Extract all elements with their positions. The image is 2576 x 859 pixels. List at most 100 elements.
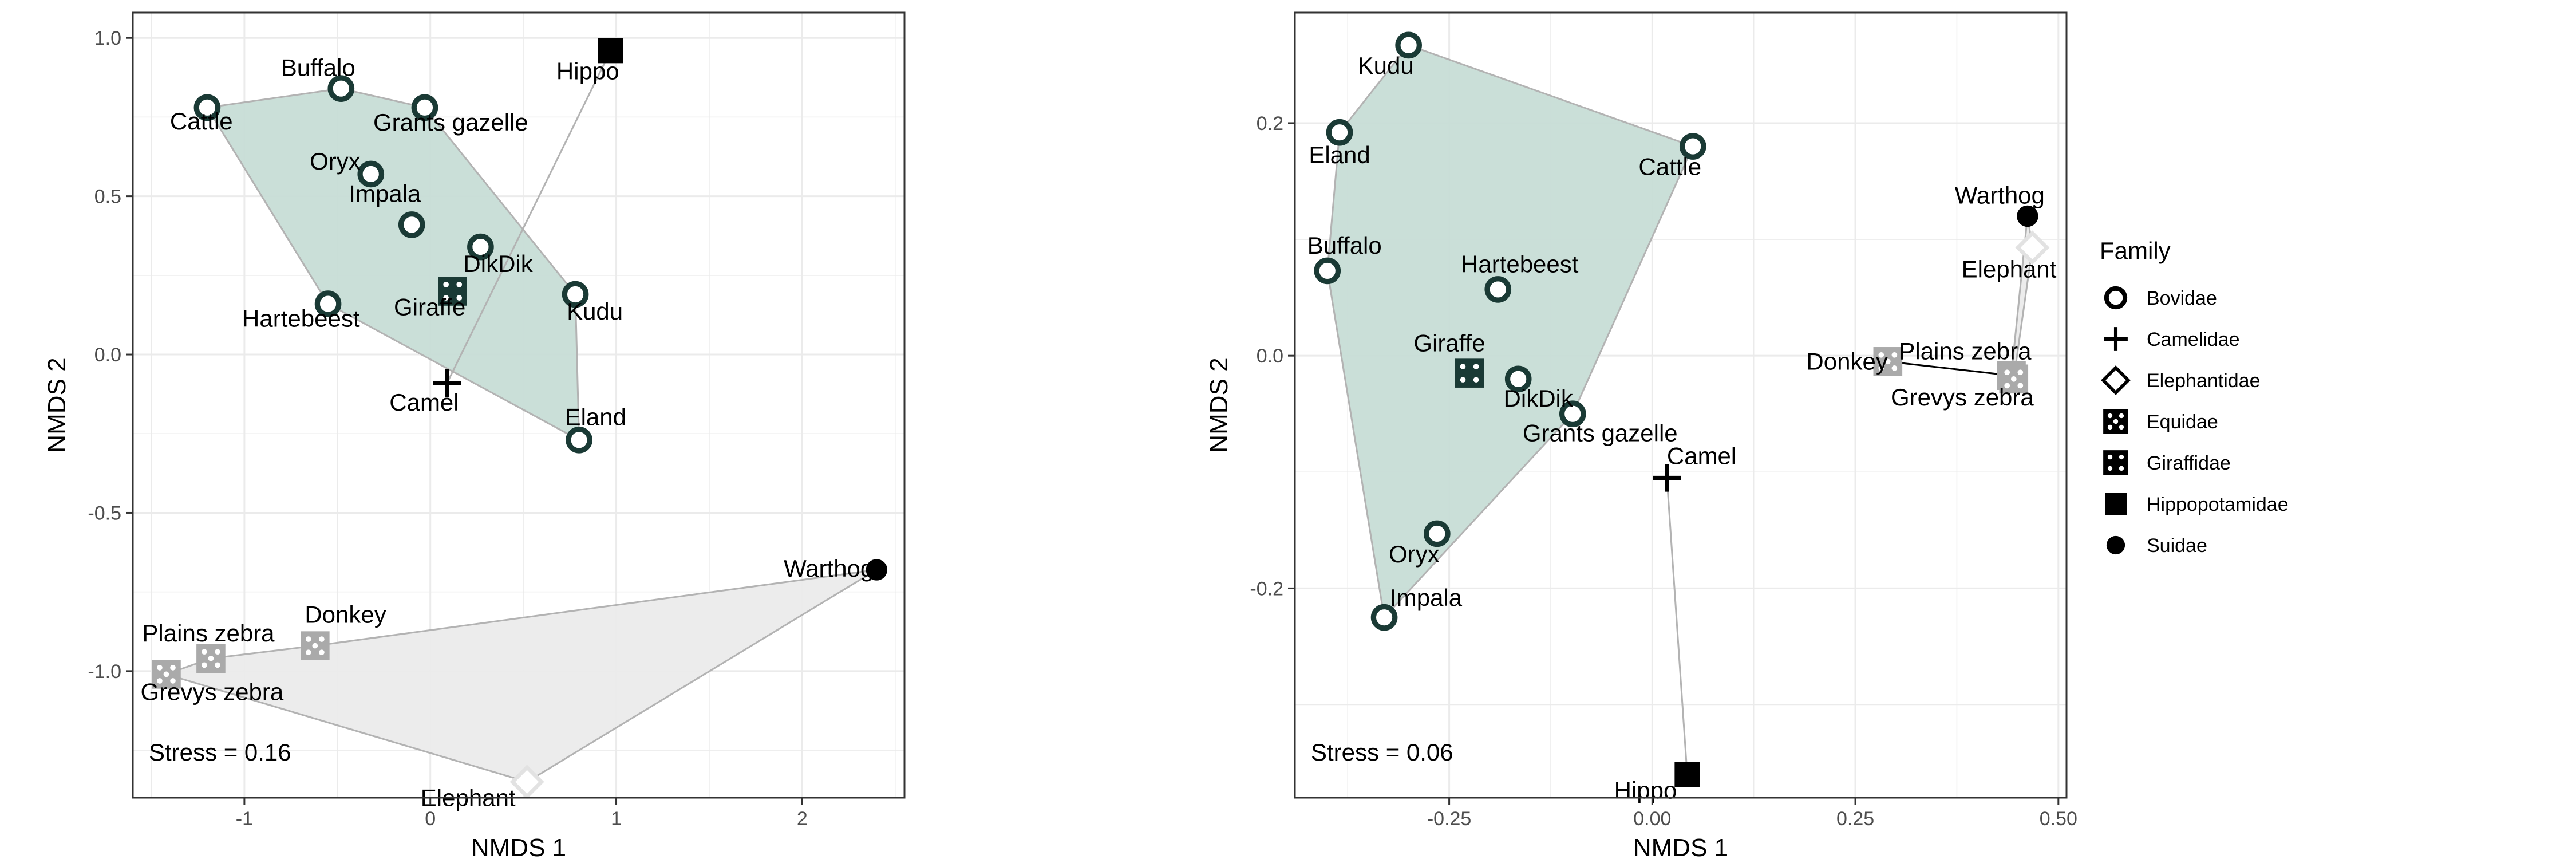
label-camel: Camel [1667, 442, 1736, 469]
y-tick-label: -0.5 [88, 502, 121, 524]
label-giraffe: Giraffe [1413, 330, 1485, 357]
y-tick-label: 0.2 [1257, 113, 1283, 135]
legend-key-hippopotamidae [2105, 493, 2127, 515]
label-dikdik: DikDik [463, 250, 533, 277]
connector-camel-hippo [1666, 478, 1688, 775]
point-camel [1653, 464, 1681, 492]
legend-item-bovidae: Bovidae [2104, 286, 2217, 310]
legend-label-equidae: Equidae [2147, 411, 2218, 433]
x-tick-label: 0.25 [1836, 808, 1874, 830]
legend-item-equidae: Equidae [2103, 409, 2218, 434]
legend-key-giraffidae [2103, 450, 2128, 475]
label-plains-zebra: Plains zebra [1899, 338, 2032, 365]
connector-donkey-plains-zebra [1887, 360, 2012, 377]
label-grants-gazelle: Grants gazelle [1523, 420, 1678, 447]
label-cattle: Cattle [170, 108, 233, 135]
legend-key-bovidae [2104, 286, 2128, 310]
point-eland [1326, 119, 1353, 146]
label-plains-zebra: Plains zebra [142, 620, 275, 647]
label-buffalo: Buffalo [1307, 232, 1382, 259]
point-grants-gazelle [1559, 400, 1586, 428]
point-giraffe [1455, 358, 1484, 388]
label-eland: Eland [565, 403, 626, 430]
x-tick-label: -1 [236, 808, 253, 830]
point-cattle [1679, 133, 1706, 160]
x-tick-label: -0.25 [1427, 808, 1472, 830]
y-axis-title: NMDS 2 [43, 357, 71, 452]
legend-key-elephantidae [2101, 365, 2131, 395]
label-oryx: Oryx [1389, 541, 1440, 568]
point-cattle [193, 94, 221, 121]
label-oryx: Oryx [310, 148, 361, 175]
point-buffalo [327, 75, 355, 102]
label-donkey: Donkey [1806, 348, 1887, 375]
x-tick-label: 0.00 [1633, 808, 1671, 830]
label-warthog: Warthog [784, 555, 874, 582]
legend-label-camelidae: Camelidae [2147, 329, 2240, 350]
nmds-panel-1: Cattle Buffalo Grants gazelle Oryx Impala Dik… [43, 11, 906, 859]
point-dikdik [1504, 365, 1532, 393]
stress-annotation: Stress = 0.16 [149, 739, 291, 766]
point-donkey [1873, 347, 1903, 376]
label-elephant: Elephant [1962, 255, 2057, 282]
point-grevys-zebra [152, 660, 181, 689]
y-axis-title: NMDS 2 [1205, 357, 1233, 452]
y-tick-label: 0.0 [94, 344, 121, 366]
label-eland: Eland [1309, 141, 1370, 168]
label-kudu: Kudu [567, 298, 623, 325]
label-hippo: Hippo [1614, 777, 1677, 803]
point-camel [433, 369, 461, 397]
legend-key-suidae [2106, 535, 2125, 555]
point-oryx [1423, 520, 1451, 547]
legend-item-elephantidae: Elephantidae [2101, 365, 2261, 395]
point-hippo [1674, 762, 1700, 787]
point-elephant [2015, 230, 2050, 265]
legend-label-elephantidae: Elephantidae [2147, 370, 2261, 392]
point-buffalo [1314, 257, 1341, 285]
point-hartebeest [1484, 276, 1512, 303]
label-impala: Impala [349, 180, 421, 207]
label-impala: Impala [1390, 584, 1463, 611]
x-tick-label: 1 [611, 808, 622, 830]
y-tick-label: 0.0 [1257, 345, 1283, 367]
point-grevys-zebra [1999, 364, 2029, 394]
nmds-panel-2: Kudu Eland Cattle Buffalo Hartebeest DikDik Gr… [1205, 11, 2077, 859]
label-kudu: Kudu [1358, 52, 1414, 79]
label-donkey: Donkey [305, 601, 386, 628]
label-buffalo: Buffalo [281, 54, 355, 81]
label-hartebeest: Hartebeest [1461, 250, 1579, 277]
y-tick-label: 1.0 [94, 27, 121, 49]
legend-key-equidae [2103, 409, 2128, 434]
label-hippo: Hippo [556, 57, 619, 84]
point-impala [1370, 604, 1398, 631]
point-plains-zebra [196, 644, 226, 673]
point-impala [398, 211, 425, 238]
plot-border [1294, 11, 2068, 799]
legend-item-giraffidae: Giraffidae [2103, 450, 2231, 475]
point-giraffe [438, 277, 467, 306]
legend-item-hippopotamidae: Hippopotamidae [2105, 493, 2289, 515]
x-tick-label: 0 [425, 808, 436, 830]
legend-key-camelidae [2104, 327, 2128, 351]
point-warthog [866, 559, 887, 581]
point-warthog [2017, 205, 2038, 227]
label-giraffe: Giraffe [394, 293, 465, 320]
y-tick-label: -1.0 [88, 661, 121, 683]
y-tick-label: 0.5 [94, 186, 121, 208]
point-grants-gazelle [411, 94, 438, 121]
legend-title: Family [2100, 237, 2171, 264]
label-hartebeest: Hartebeest [242, 305, 360, 332]
legend: Family Bovidae Camelidae Elephantidae Equida… [2100, 237, 2289, 557]
point-dikdik [467, 233, 494, 261]
label-cattle: Cattle [1638, 153, 1701, 180]
label-camel: Camel [389, 389, 459, 416]
x-axis-title: NMDS 1 [471, 834, 566, 859]
legend-label-giraffidae: Giraffidae [2147, 452, 2231, 474]
point-elephant [509, 765, 544, 799]
label-grants-gazelle: Grants gazelle [373, 109, 528, 136]
connector-camel-hippo [446, 50, 612, 384]
label-grevys-zebra: Grevys zebra [140, 678, 283, 705]
x-tick-label: 2 [797, 808, 808, 830]
label-dikdik: DikDik [1504, 385, 1574, 412]
